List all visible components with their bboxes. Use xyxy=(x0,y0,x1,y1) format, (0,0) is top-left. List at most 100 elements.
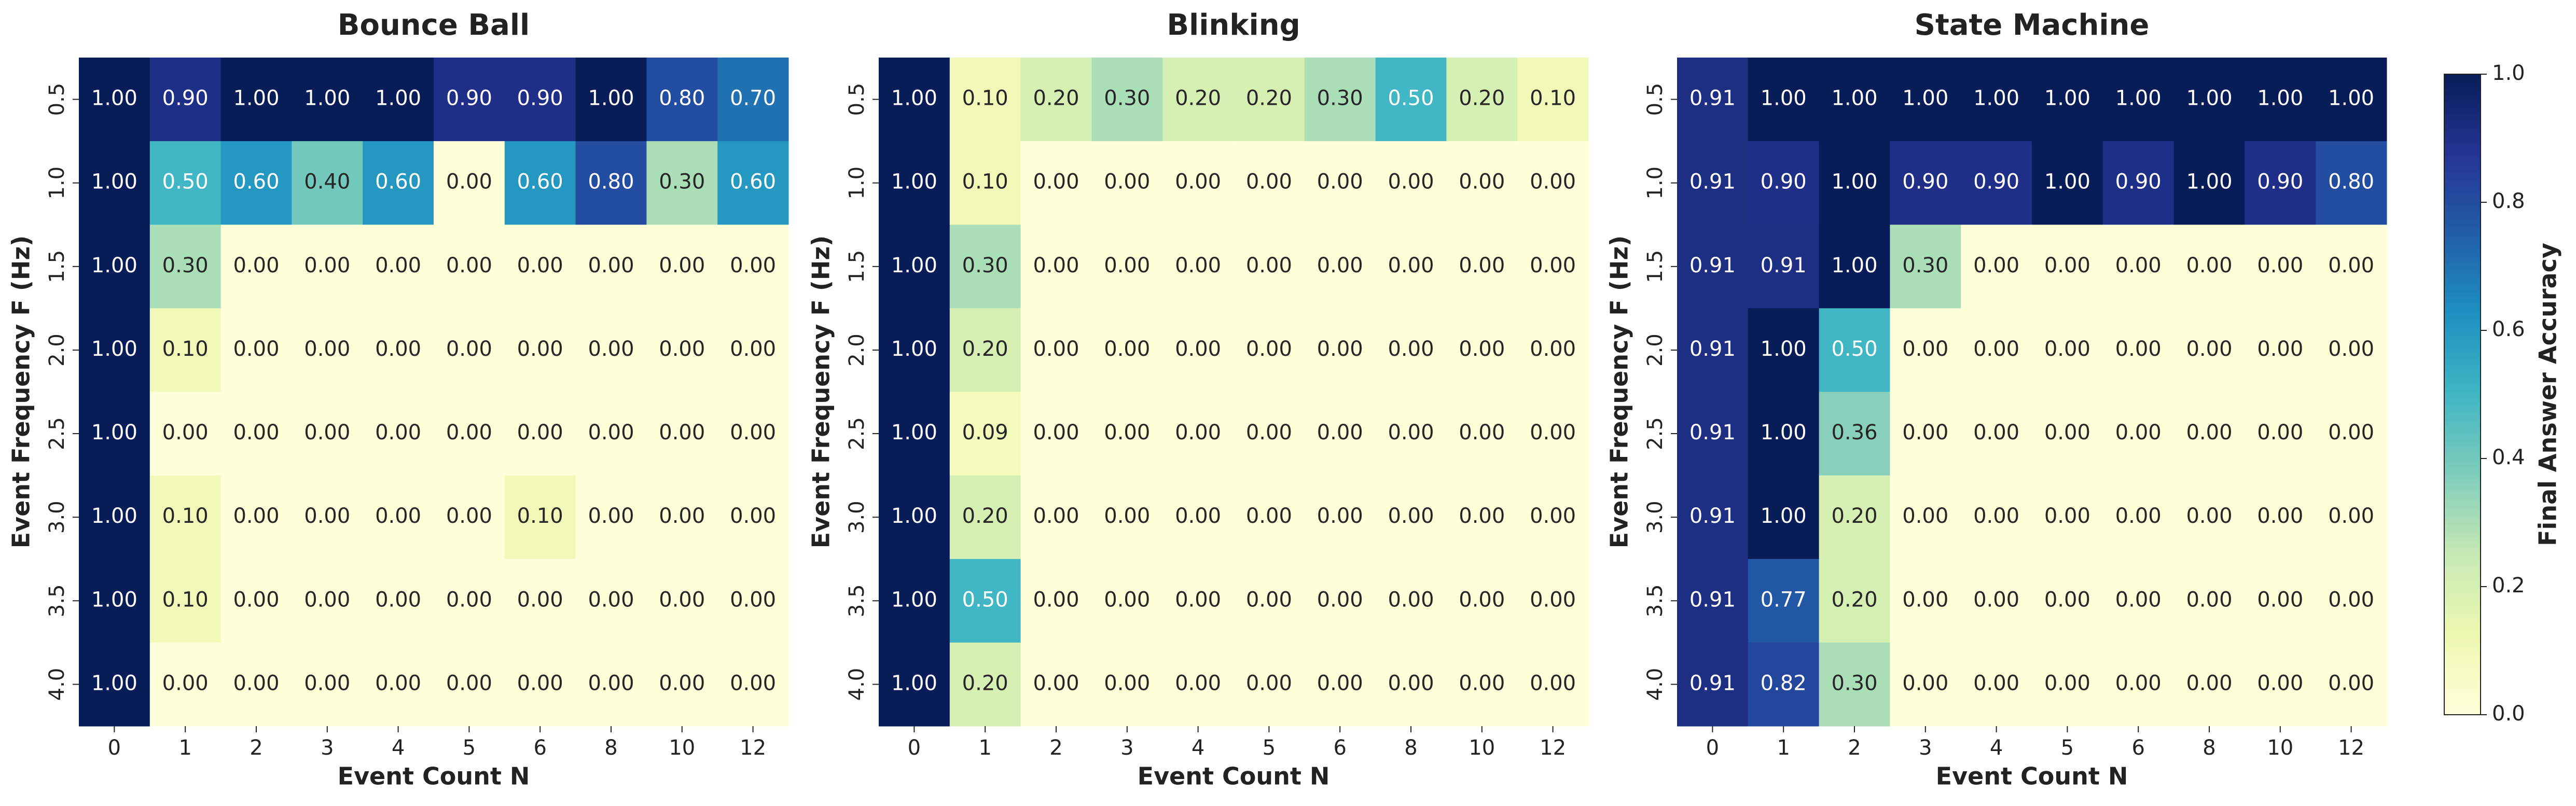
heatmap-cell xyxy=(575,225,647,309)
cell-label: 0.00 xyxy=(162,421,209,444)
cell-label: 1.00 xyxy=(91,87,137,110)
heatmap-cell xyxy=(717,392,789,476)
cell-label: 0.00 xyxy=(1388,170,1434,194)
heatmap-cell xyxy=(2173,58,2245,142)
heatmap-cell xyxy=(2245,475,2316,560)
cell-label: 0.91 xyxy=(1689,87,1736,110)
cell-label: 0.00 xyxy=(1246,337,1292,361)
heatmap-cell xyxy=(879,475,950,560)
cell-label: 0.00 xyxy=(1246,504,1292,528)
cell-label: 1.00 xyxy=(375,87,421,110)
heatmap-cell xyxy=(646,559,718,643)
cell-label: 1.00 xyxy=(588,87,634,110)
cell-label: 0.00 xyxy=(517,421,563,444)
x-tick-label: 10 xyxy=(669,736,695,760)
cell-label: 0.00 xyxy=(1388,588,1434,612)
cell-label: 0.00 xyxy=(304,504,350,528)
heatmap-cell xyxy=(1446,141,1518,225)
heatmap-cell xyxy=(1890,392,1961,476)
heatmap-cell xyxy=(1234,141,1305,225)
cell-label: 0.00 xyxy=(1175,588,1221,612)
cell-label: 0.00 xyxy=(2044,254,2090,277)
heatmap-cell xyxy=(2032,308,2103,392)
heatmap-cell xyxy=(2316,58,2387,142)
cell-label: 0.00 xyxy=(2044,337,2090,361)
cell-label: 0.00 xyxy=(517,337,563,361)
heatmap-cell xyxy=(575,475,647,560)
cell-label: 0.10 xyxy=(517,504,563,528)
heatmap-cell xyxy=(1304,392,1376,476)
y-tick-label: 1.0 xyxy=(845,166,869,200)
cell-label: 0.00 xyxy=(2044,588,2090,612)
cell-label: 0.80 xyxy=(588,170,634,194)
cell-label: 0.00 xyxy=(659,671,705,695)
heatmap-cell xyxy=(1162,475,1234,560)
heatmap-cell xyxy=(1091,559,1163,643)
heatmap-cell xyxy=(717,642,789,727)
heatmap-cell xyxy=(2316,392,2387,476)
heatmap-cell xyxy=(504,642,576,727)
heatmap-cell xyxy=(1091,225,1163,309)
heatmap-cell xyxy=(79,141,150,225)
x-tick-label: 3 xyxy=(1120,736,1133,760)
heatmap-cell xyxy=(292,225,363,309)
heatmap-cell xyxy=(220,225,292,309)
cell-label: 0.20 xyxy=(1459,87,1505,110)
heatmap-cell xyxy=(1375,141,1447,225)
cell-label: 0.30 xyxy=(162,254,209,277)
heatmap-cell xyxy=(717,559,789,643)
heatmap-cell xyxy=(1748,642,1820,727)
cell-label: 0.00 xyxy=(375,588,421,612)
heatmap-cell xyxy=(1517,225,1589,309)
cell-label: 0.91 xyxy=(1689,671,1736,695)
cell-label: 0.91 xyxy=(1761,254,1807,277)
cell-label: 0.00 xyxy=(1388,254,1434,277)
y-tick-label: 0.5 xyxy=(845,83,869,116)
cell-label: 1.00 xyxy=(2186,87,2232,110)
x-tick-label: 3 xyxy=(1919,736,1932,760)
cell-label: 1.00 xyxy=(2257,87,2303,110)
cell-label: 0.00 xyxy=(2186,671,2232,695)
cell-label: 0.00 xyxy=(1104,170,1150,194)
heatmap-cell xyxy=(1677,642,1749,727)
colorbar-tick-label: 0.4 xyxy=(2492,446,2525,469)
cell-label: 0.00 xyxy=(659,504,705,528)
y-tick-label: 2.0 xyxy=(1643,333,1667,367)
heatmap-cell xyxy=(879,58,950,142)
heatmap-cell xyxy=(1020,141,1092,225)
cell-label: 0.00 xyxy=(1104,337,1150,361)
cell-label: 0.00 xyxy=(1459,421,1505,444)
cell-label: 1.00 xyxy=(891,87,937,110)
heatmap-cell xyxy=(1517,642,1589,727)
heatmap-cell xyxy=(292,392,363,476)
x-tick-label: 10 xyxy=(1469,736,1495,760)
heatmap-cell xyxy=(1020,58,1092,142)
cell-label: 0.60 xyxy=(233,170,279,194)
heatmap-cell xyxy=(2102,642,2175,727)
heatmap-cell xyxy=(220,392,292,476)
heatmap-cell xyxy=(220,141,292,225)
heatmap-cell xyxy=(1446,225,1518,309)
heatmap-cell xyxy=(1517,392,1589,476)
heatmap-cell xyxy=(1677,58,1749,142)
cell-label: 0.00 xyxy=(2257,337,2303,361)
heatmap-cell xyxy=(1517,308,1589,392)
heatmap-cell xyxy=(434,58,505,142)
heatmap-cell xyxy=(717,141,789,225)
cell-label: 0.90 xyxy=(2115,170,2162,194)
cell-label: 1.00 xyxy=(1831,170,1877,194)
cell-label: 0.00 xyxy=(659,421,705,444)
heatmap-cell xyxy=(949,58,1021,142)
cell-label: 0.10 xyxy=(1530,87,1576,110)
heatmap-cell xyxy=(2316,642,2387,727)
cell-label: 0.00 xyxy=(233,588,279,612)
cell-label: 0.80 xyxy=(659,87,705,110)
cell-label: 1.00 xyxy=(2115,87,2162,110)
cell-label: 0.00 xyxy=(2186,254,2232,277)
heatmap-cell xyxy=(879,225,950,309)
heatmap-cell xyxy=(1091,642,1163,727)
heatmap-cell xyxy=(1819,392,1890,476)
cell-label: 0.50 xyxy=(1831,337,1877,361)
cell-label: 0.00 xyxy=(233,504,279,528)
